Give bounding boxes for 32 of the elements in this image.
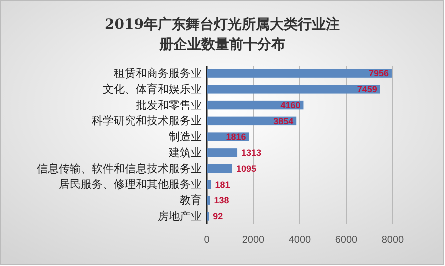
data-label: 7956	[368, 68, 389, 79]
data-label: 7459	[357, 84, 378, 95]
bar	[207, 196, 210, 205]
bar	[207, 180, 212, 190]
y-tick-label: 科学研究和技术服务业	[92, 114, 202, 128]
data-label: 92	[213, 212, 224, 222]
data-label: 181	[215, 180, 230, 190]
x-tick-label: 0	[204, 235, 210, 246]
chart-title: 2019年广东舞台灯光所属大类行业注册企业数量前十分布	[105, 16, 340, 53]
data-label: 3854	[274, 116, 294, 126]
x-tick-label: 2000	[242, 235, 266, 246]
bar	[207, 69, 392, 78]
y-tick-label: 批发和零售业	[136, 98, 202, 112]
data-label: 1313	[242, 148, 262, 158]
data-label: 1095	[236, 164, 256, 174]
y-tick-label: 居民服务、修理和其他服务业	[59, 178, 202, 192]
y-tick-label: 租赁和商务服务业	[114, 67, 202, 80]
data-label: 4160	[280, 100, 301, 110]
x-tick-label: 4000	[288, 235, 312, 246]
data-label: 1816	[226, 132, 246, 142]
y-tick-label: 建筑业	[168, 146, 202, 160]
y-tick-label: 教育	[180, 194, 202, 208]
bar	[207, 85, 380, 94]
x-tick-label: 6000	[335, 235, 358, 246]
y-tick-label: 信息传输、软件和信息技术服务业	[37, 162, 202, 176]
bar	[207, 148, 238, 158]
y-tick-label: 文化、体育和娱乐业	[103, 82, 202, 96]
y-tick-label: 房地产业	[158, 210, 202, 223]
bar	[207, 164, 232, 174]
x-tick-label: 8000	[382, 235, 405, 246]
data-label: 138	[214, 196, 230, 206]
y-tick-label: 制造业	[169, 130, 202, 144]
